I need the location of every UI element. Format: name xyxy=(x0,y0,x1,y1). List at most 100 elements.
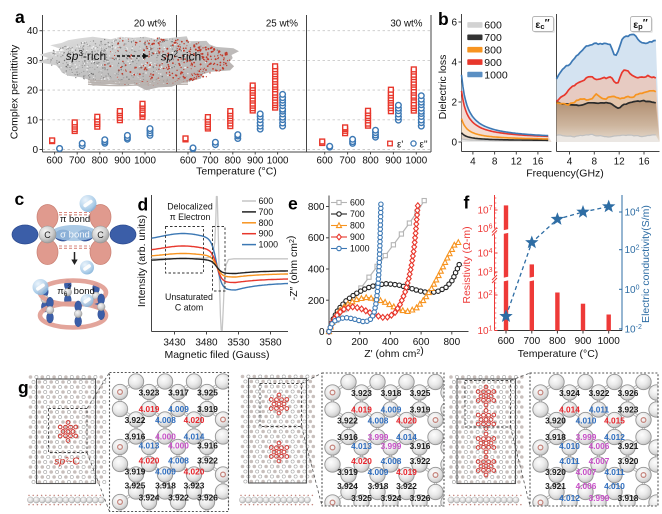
svg-text:Magnetic filed (Gauss): Magnetic filed (Gauss) xyxy=(164,349,269,361)
svg-text:3.916: 3.916 xyxy=(410,441,431,451)
svg-text:εc″: εc″ xyxy=(535,17,549,31)
svg-text:1000: 1000 xyxy=(350,244,370,254)
svg-text:4.013: 4.013 xyxy=(351,441,372,451)
svg-text:700: 700 xyxy=(259,207,274,217)
svg-text:800: 800 xyxy=(549,336,566,347)
svg-text:700: 700 xyxy=(484,32,502,44)
svg-text:3.925: 3.925 xyxy=(410,388,431,398)
svg-text:3.922: 3.922 xyxy=(410,456,431,466)
svg-text:1000: 1000 xyxy=(267,156,289,167)
svg-text:900: 900 xyxy=(385,156,402,167)
svg-text:3.999: 3.999 xyxy=(381,441,402,451)
svg-text:c: c xyxy=(15,189,25,209)
svg-text:600: 600 xyxy=(413,337,430,348)
svg-text:4: 4 xyxy=(451,58,457,69)
svg-text:4.020: 4.020 xyxy=(351,456,372,466)
svg-text:C: C xyxy=(44,230,51,240)
svg-text:C: C xyxy=(97,230,104,240)
svg-text:π bond: π bond xyxy=(60,214,90,225)
svg-text:4.011: 4.011 xyxy=(589,404,610,414)
svg-text:400: 400 xyxy=(308,265,325,276)
svg-text:3.924: 3.924 xyxy=(381,493,402,503)
svg-text:0: 0 xyxy=(319,327,325,338)
svg-text:3.925: 3.925 xyxy=(197,388,218,398)
svg-text:104: 104 xyxy=(477,248,492,260)
svg-text:4: 4 xyxy=(567,157,573,168)
svg-text:4.007: 4.007 xyxy=(589,456,610,466)
svg-text:10: 10 xyxy=(27,115,39,126)
svg-text:3.916: 3.916 xyxy=(197,441,218,451)
svg-text:Frequency(GHz): Frequency(GHz) xyxy=(526,168,604,180)
svg-text:16: 16 xyxy=(638,157,650,168)
svg-text:Resistivity (Ω-m): Resistivity (Ω-m) xyxy=(461,226,473,303)
svg-text:107: 107 xyxy=(477,205,492,217)
svg-text:3.920: 3.920 xyxy=(545,467,566,477)
svg-text:2: 2 xyxy=(451,98,457,109)
svg-text:3.922: 3.922 xyxy=(168,492,189,502)
svg-text:Intensity (arb. units): Intensity (arb. units) xyxy=(136,215,148,307)
svg-text:800: 800 xyxy=(350,221,365,231)
svg-text:3.922: 3.922 xyxy=(125,415,146,425)
svg-text:600: 600 xyxy=(46,156,63,167)
svg-text:4.010: 4.010 xyxy=(576,416,597,426)
svg-text:3.923: 3.923 xyxy=(184,481,205,491)
svg-text:3.925: 3.925 xyxy=(125,481,146,491)
svg-text:4.009: 4.009 xyxy=(168,404,189,414)
svg-text:800: 800 xyxy=(443,337,460,348)
svg-text:3.918: 3.918 xyxy=(545,432,566,442)
svg-text:sp3-rich: sp3-rich xyxy=(66,49,106,63)
svg-text:700: 700 xyxy=(523,336,540,347)
svg-text:102: 102 xyxy=(625,245,640,257)
svg-text:4.011: 4.011 xyxy=(604,467,625,477)
svg-text:d: d xyxy=(138,195,149,215)
svg-text:20: 20 xyxy=(27,86,39,97)
svg-text:800: 800 xyxy=(484,45,502,57)
svg-text:3.924: 3.924 xyxy=(139,492,160,502)
svg-text:4.008: 4.008 xyxy=(155,415,176,425)
svg-text:8: 8 xyxy=(592,157,598,168)
svg-text:ε'': ε'' xyxy=(420,140,428,151)
svg-text:π Electron: π Electron xyxy=(170,212,211,222)
svg-text:10-2: 10-2 xyxy=(625,324,642,336)
svg-text:4.000: 4.000 xyxy=(168,441,189,451)
svg-text:4.009: 4.009 xyxy=(368,467,389,477)
svg-text:1000: 1000 xyxy=(598,336,621,347)
svg-text:25 wt%: 25 wt% xyxy=(266,19,298,30)
svg-text:3.922: 3.922 xyxy=(197,456,218,466)
svg-text:Temperature (°C): Temperature (°C) xyxy=(196,166,277,178)
svg-text:3.919: 3.919 xyxy=(125,467,146,477)
svg-text:0: 0 xyxy=(451,138,457,149)
svg-text:12: 12 xyxy=(511,157,523,168)
svg-text:Z' (ohm cm2): Z' (ohm cm2) xyxy=(364,345,424,360)
svg-text:4.000: 4.000 xyxy=(155,431,176,441)
svg-text:103: 103 xyxy=(477,267,492,279)
svg-text:3.922: 3.922 xyxy=(589,388,610,398)
svg-text:3.999: 3.999 xyxy=(576,432,597,442)
svg-text:12: 12 xyxy=(614,157,626,168)
svg-text:Temperature (°C): Temperature (°C) xyxy=(518,348,599,360)
svg-text:6: 6 xyxy=(451,18,457,29)
svg-text:4.019: 4.019 xyxy=(351,404,372,414)
svg-text:600: 600 xyxy=(317,156,334,167)
svg-text:3.916: 3.916 xyxy=(125,431,146,441)
svg-text:900: 900 xyxy=(484,57,502,69)
svg-text:Electric conductivity(S/m): Electric conductivity(S/m) xyxy=(640,205,652,323)
svg-text:800: 800 xyxy=(92,156,109,167)
svg-text:1000: 1000 xyxy=(134,156,156,167)
svg-text:700: 700 xyxy=(69,156,86,167)
svg-text:20 wt%: 20 wt% xyxy=(134,19,166,30)
svg-text:3.921: 3.921 xyxy=(545,481,566,491)
svg-text:200: 200 xyxy=(308,296,325,307)
svg-text:3.919: 3.919 xyxy=(197,404,218,414)
svg-text:3.923: 3.923 xyxy=(139,388,160,398)
svg-text:g: g xyxy=(18,378,29,398)
svg-text:400: 400 xyxy=(382,337,399,348)
svg-text:3.926: 3.926 xyxy=(197,492,218,502)
svg-text:3.920: 3.920 xyxy=(545,416,566,426)
svg-text:σ bond: σ bond xyxy=(60,230,90,241)
svg-text:0: 0 xyxy=(32,145,38,156)
svg-text:3.923: 3.923 xyxy=(351,388,372,398)
svg-text:900: 900 xyxy=(247,156,264,167)
svg-text:200: 200 xyxy=(351,337,368,348)
svg-text:4.006: 4.006 xyxy=(589,441,610,451)
